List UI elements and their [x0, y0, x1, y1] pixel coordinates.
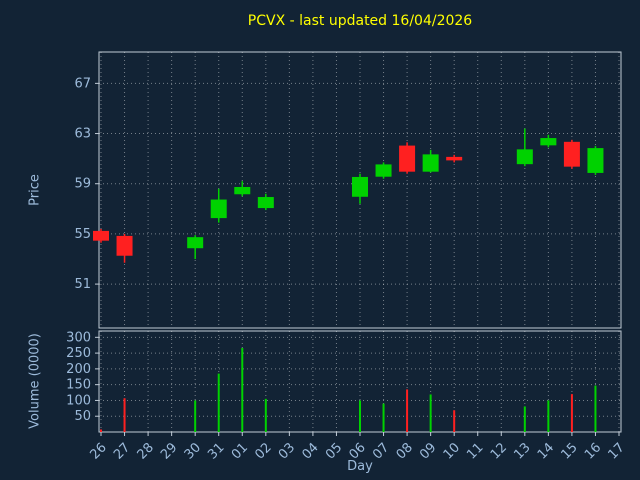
volume-tick-label: 200 — [66, 362, 91, 377]
x-tick-label: 10 — [441, 440, 463, 462]
x-tick-label: 08 — [394, 440, 416, 462]
price-tick-label: 63 — [74, 127, 91, 142]
candle-body — [116, 235, 133, 256]
volume-tick-label: 250 — [66, 346, 91, 361]
candle-body — [93, 230, 109, 241]
volume-bar — [359, 400, 361, 432]
x-tick-label: 31 — [205, 440, 227, 462]
candle-body — [516, 149, 533, 165]
volume-bar — [217, 373, 220, 432]
candle-body — [234, 186, 251, 195]
volume-bar — [523, 406, 526, 432]
candle-body — [587, 148, 604, 173]
candle-body — [187, 237, 204, 249]
volume-bar — [547, 400, 550, 432]
volume-tick-label: 100 — [66, 393, 91, 408]
candle-body — [563, 141, 580, 167]
candle-body — [210, 199, 227, 219]
candle-body — [422, 154, 439, 172]
price-tick-label: 55 — [74, 227, 91, 242]
candle-body — [375, 164, 392, 177]
x-tick-label: 12 — [488, 440, 510, 462]
x-tick-label: 14 — [535, 440, 557, 462]
x-tick-label: 04 — [299, 440, 321, 462]
price-tick-label: 59 — [74, 177, 91, 192]
price-panel-frame — [98, 51, 622, 329]
x-tick-label: 07 — [370, 440, 392, 462]
x-tick-label: 29 — [158, 440, 180, 462]
x-tick-label: 13 — [511, 440, 533, 462]
volume-bar — [241, 348, 244, 432]
volume-bar — [429, 394, 432, 432]
x-axis-label: Day — [347, 459, 373, 474]
x-tick-label: 06 — [347, 440, 369, 462]
x-tick-label: 28 — [135, 440, 157, 462]
x-tick-label: 30 — [182, 440, 204, 462]
x-tick-label: 15 — [558, 440, 580, 462]
candle-body — [540, 138, 557, 146]
x-tick-label: 26 — [88, 440, 110, 462]
price-tick-label: 51 — [74, 277, 91, 292]
chart-title: PCVX - last updated 16/04/2026 — [247, 13, 473, 29]
volume-bar — [123, 398, 126, 432]
volume-tick-label: 50 — [74, 409, 91, 424]
volume-tick-label: 300 — [66, 330, 91, 345]
volume-bar — [453, 410, 456, 432]
volume-tick-label: 150 — [66, 378, 91, 393]
volume-bar — [194, 400, 197, 432]
volume-bar — [382, 403, 385, 432]
volume-bar — [264, 398, 267, 432]
volume-bar — [100, 429, 102, 432]
volume-bar — [594, 385, 597, 432]
candle-body — [257, 197, 274, 209]
x-tick-label: 27 — [111, 440, 133, 462]
x-tick-label: 02 — [252, 440, 274, 462]
x-tick-label: 03 — [276, 440, 298, 462]
x-tick-label: 11 — [464, 440, 486, 462]
x-tick-label: 09 — [417, 440, 439, 462]
candle-body — [399, 145, 416, 172]
volume-bar — [406, 389, 409, 432]
volume-bar — [570, 394, 573, 432]
x-tick-label: 17 — [606, 440, 628, 462]
x-tick-label: 16 — [582, 440, 604, 462]
x-tick-label: 05 — [323, 440, 345, 462]
x-tick-label: 01 — [229, 440, 251, 462]
candle-body — [352, 176, 368, 197]
price-tick-label: 67 — [74, 76, 91, 91]
candle-body — [446, 156, 463, 161]
